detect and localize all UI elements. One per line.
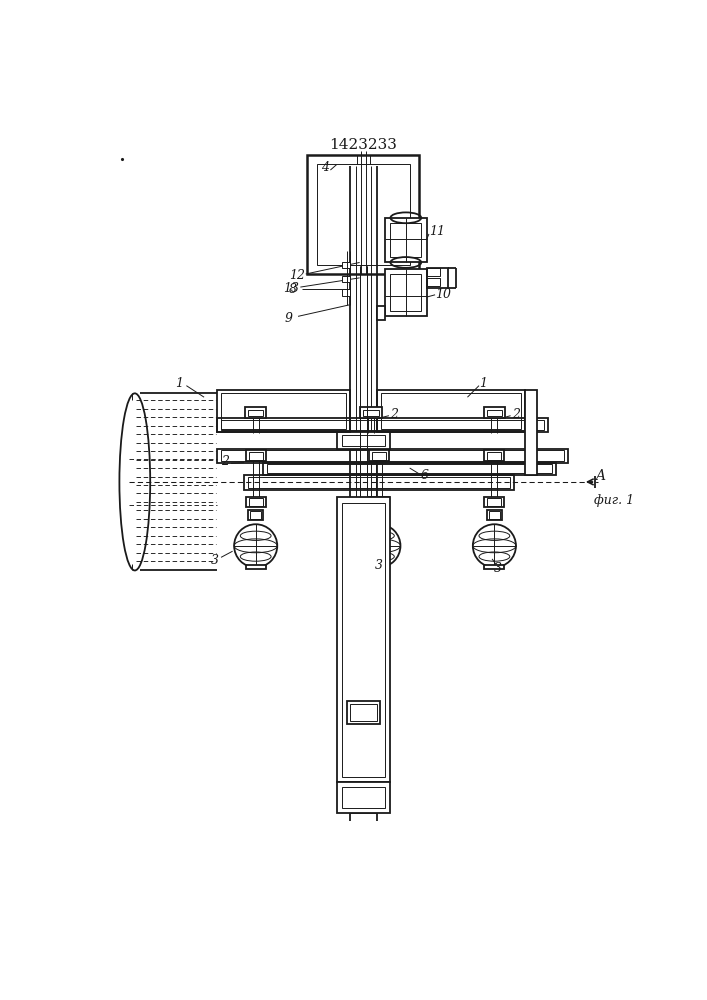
Bar bbox=[390, 274, 421, 311]
Bar bbox=[363, 410, 379, 416]
Circle shape bbox=[234, 524, 277, 567]
Text: 8: 8 bbox=[288, 283, 297, 296]
Bar bbox=[221, 450, 563, 461]
Circle shape bbox=[357, 524, 400, 567]
Text: 9: 9 bbox=[285, 312, 293, 325]
Text: 3: 3 bbox=[211, 554, 219, 567]
Bar bbox=[378, 306, 385, 320]
Bar bbox=[357, 155, 370, 164]
Bar bbox=[245, 407, 267, 418]
Bar bbox=[385, 269, 426, 316]
Bar bbox=[248, 510, 264, 520]
Bar bbox=[354, 786, 373, 809]
Bar bbox=[369, 450, 389, 461]
Bar bbox=[484, 450, 504, 461]
Bar bbox=[249, 452, 262, 460]
Bar bbox=[361, 407, 382, 418]
Bar bbox=[337, 432, 390, 449]
Text: 13: 13 bbox=[283, 282, 299, 295]
Bar bbox=[342, 289, 350, 296]
Bar bbox=[217, 418, 549, 432]
Circle shape bbox=[473, 524, 516, 567]
Bar bbox=[246, 565, 266, 569]
Text: 3: 3 bbox=[375, 559, 383, 572]
Bar bbox=[250, 511, 261, 519]
Text: 10: 10 bbox=[435, 288, 451, 301]
Bar bbox=[378, 389, 525, 432]
Text: 6: 6 bbox=[421, 469, 429, 482]
Bar bbox=[487, 498, 501, 506]
Text: 12: 12 bbox=[289, 269, 305, 282]
Bar bbox=[221, 393, 346, 429]
Bar bbox=[248, 410, 264, 416]
Bar bbox=[484, 407, 506, 418]
Text: 3: 3 bbox=[494, 562, 502, 575]
Bar bbox=[317, 164, 409, 265]
Text: 2: 2 bbox=[390, 408, 398, 421]
Bar bbox=[487, 452, 501, 460]
Text: 11: 11 bbox=[428, 225, 445, 238]
Bar bbox=[372, 452, 386, 460]
Bar bbox=[381, 393, 521, 429]
Bar bbox=[426, 268, 440, 276]
Text: 2: 2 bbox=[221, 455, 229, 468]
Bar bbox=[342, 787, 385, 808]
Bar bbox=[373, 511, 385, 519]
Bar bbox=[246, 497, 266, 507]
Bar bbox=[217, 389, 350, 432]
Bar bbox=[337, 497, 390, 782]
Bar bbox=[385, 218, 426, 262]
Text: 1: 1 bbox=[479, 377, 487, 390]
Bar bbox=[486, 510, 502, 520]
Text: 1: 1 bbox=[175, 377, 182, 390]
Bar bbox=[484, 497, 504, 507]
Bar bbox=[221, 420, 544, 430]
Bar bbox=[372, 498, 386, 506]
Bar bbox=[264, 463, 556, 475]
Bar bbox=[369, 497, 389, 507]
Bar bbox=[342, 262, 350, 268]
Bar bbox=[486, 410, 502, 416]
Bar bbox=[342, 503, 385, 777]
Bar bbox=[308, 155, 419, 274]
Text: A: A bbox=[595, 469, 605, 483]
Bar bbox=[371, 510, 387, 520]
Bar bbox=[390, 223, 421, 257]
Bar bbox=[337, 782, 390, 813]
Bar bbox=[525, 389, 537, 475]
Bar bbox=[484, 565, 504, 569]
Bar bbox=[342, 276, 350, 282]
Bar bbox=[489, 511, 500, 519]
Bar bbox=[244, 475, 514, 490]
Text: 4: 4 bbox=[321, 161, 329, 174]
Bar bbox=[426, 268, 448, 288]
Bar bbox=[369, 565, 389, 569]
Text: 1423233: 1423233 bbox=[329, 138, 397, 152]
Text: 2: 2 bbox=[512, 408, 520, 421]
Bar bbox=[342, 435, 385, 446]
Bar bbox=[249, 498, 262, 506]
Bar bbox=[346, 701, 380, 724]
Text: фиг. 1: фиг. 1 bbox=[595, 494, 635, 507]
Bar bbox=[246, 450, 266, 461]
Bar bbox=[351, 704, 377, 721]
Bar bbox=[217, 449, 568, 463]
Bar bbox=[267, 464, 552, 473]
Bar bbox=[350, 782, 378, 813]
Bar bbox=[248, 477, 510, 488]
Bar bbox=[426, 278, 440, 286]
